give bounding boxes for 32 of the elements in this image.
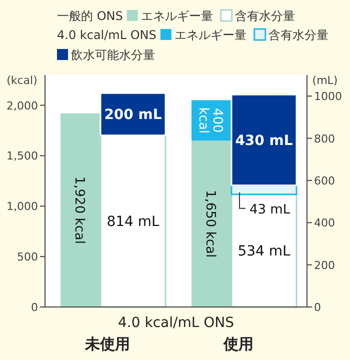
legend-label: エネルギー量	[174, 28, 246, 42]
y2-tick-label: 0	[314, 301, 321, 314]
y-tick-label: 500	[17, 250, 38, 264]
y-axis-title: (kcal)	[6, 74, 38, 87]
data-label: 200 mL	[104, 107, 162, 124]
x-tick-label: 使用	[222, 335, 254, 353]
x-tick-label: 未使用	[84, 335, 130, 353]
data-label: 43 mL	[250, 202, 291, 218]
bar	[230, 94, 298, 186]
y-tick-label: 0	[31, 301, 38, 314]
x-axis-title: 4.0 kcal/mL ONS	[118, 315, 234, 331]
text: 一般的 ONS	[57, 9, 123, 23]
text: 4.0 kcal/mL ONS	[57, 28, 156, 42]
legend-label: 含有水分量	[268, 28, 328, 42]
data-label: 430 mL	[235, 132, 293, 149]
data-label: 534 mL	[238, 244, 291, 260]
legend-label: 飲水可能水分量	[71, 48, 155, 62]
y2-axis-title: (mL)	[312, 74, 338, 87]
y2-tick-label: 600	[314, 174, 335, 188]
legend-label: 含有水分量	[234, 9, 295, 23]
data-label: 814 mL	[106, 214, 160, 230]
data-label: 400 kcal	[196, 107, 224, 134]
legend-label: エネルギー量	[140, 9, 213, 23]
y-tick-label: 1,500	[6, 150, 38, 163]
y-tick-label: 2,000	[6, 99, 38, 112]
y-tick-label: 1,000	[6, 200, 38, 214]
data-label: 1,650 kcal	[202, 190, 218, 258]
y2-tick-label: 400	[314, 216, 335, 230]
y2-tick-label: 1000	[314, 90, 342, 104]
y2-tick-label: 800	[314, 132, 335, 146]
y2-tick-label: 200	[314, 258, 335, 272]
data-label: 1,920 kcal	[72, 176, 86, 244]
